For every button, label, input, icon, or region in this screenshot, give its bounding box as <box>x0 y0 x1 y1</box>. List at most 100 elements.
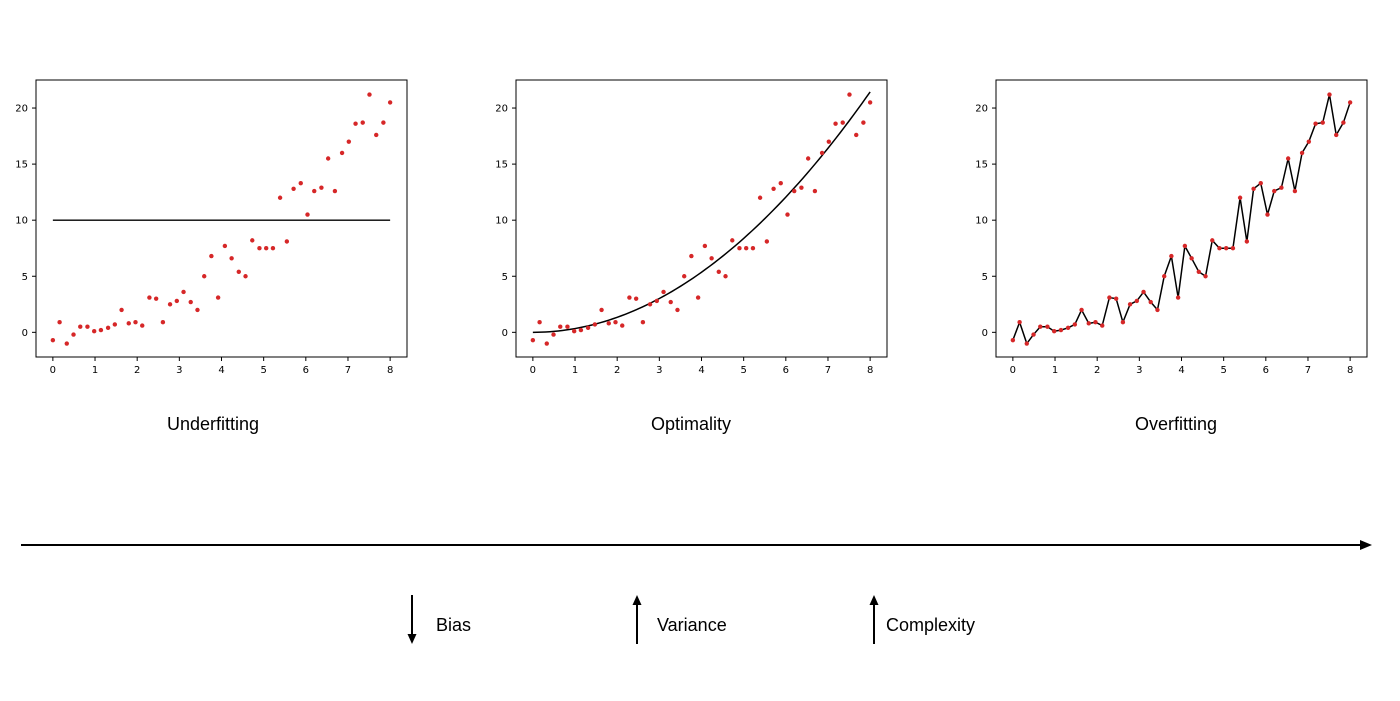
data-point <box>1169 253 1174 259</box>
data-point <box>305 212 310 217</box>
data-point <box>695 295 701 300</box>
arrow-up-icon <box>869 595 879 644</box>
data-point <box>195 307 200 313</box>
data-point <box>702 243 708 249</box>
data-point <box>854 132 859 138</box>
data-point <box>78 324 83 329</box>
y-tick-label: 10 <box>15 216 28 227</box>
data-point <box>633 296 639 301</box>
data-point <box>1223 246 1229 251</box>
data-point <box>1258 180 1263 186</box>
legend-variance-label: Variance <box>657 615 727 635</box>
data-point <box>647 302 653 307</box>
plot-frame <box>35 79 408 358</box>
data-point <box>1010 337 1016 343</box>
data-point <box>689 253 694 259</box>
data-point <box>85 324 90 329</box>
arrow-down-icon <box>407 595 417 644</box>
data-point <box>353 121 358 126</box>
data-point <box>743 246 749 251</box>
data-point <box>1182 243 1188 249</box>
y-tick-label: 10 <box>975 216 988 227</box>
chart-underfitting: 0 1 2 3 4 5 6 7 8 0 5 10 15 20 <box>0 60 420 390</box>
data-point <box>57 320 62 325</box>
x-tick-label: 6 <box>1263 365 1269 376</box>
data-point <box>1024 341 1029 346</box>
data-point <box>1210 238 1215 243</box>
data-point <box>530 337 536 343</box>
x-tick-label: 0 <box>1010 365 1016 376</box>
y-tick-label: 15 <box>15 160 28 171</box>
x-tick-label: 5 <box>1220 365 1226 376</box>
data-point <box>1299 150 1305 156</box>
caption-optimality: Optimality <box>650 414 731 434</box>
y-tick-label: 5 <box>502 272 508 283</box>
data-point <box>243 274 248 279</box>
data-point <box>1341 120 1346 125</box>
data-point <box>654 298 660 304</box>
data-point <box>64 341 69 346</box>
x-tick-label: 2 <box>1094 365 1100 376</box>
x-tick-label: 8 <box>387 365 393 376</box>
data-point <box>1189 256 1194 261</box>
data-point <box>847 92 852 97</box>
x-tick-label: 4 <box>218 365 224 376</box>
data-point <box>716 269 721 274</box>
data-point <box>346 139 352 144</box>
data-point <box>263 246 269 251</box>
data-point <box>1334 132 1339 138</box>
overfitting-plot: 0 1 2 3 4 5 6 7 8 0 5 10 15 20 <box>975 79 1368 376</box>
data-point <box>360 120 365 125</box>
x-tick-label: 0 <box>50 365 56 376</box>
data-point <box>1031 332 1036 337</box>
data-point <box>675 307 680 313</box>
data-point <box>1230 246 1236 251</box>
caption-underfitting: Underfitting <box>166 414 260 434</box>
data-point <box>606 321 611 326</box>
data-point <box>1100 323 1105 328</box>
data-point <box>1175 295 1181 300</box>
y-tick-label: 20 <box>15 104 28 115</box>
data-point <box>592 322 598 327</box>
data-point <box>381 120 386 125</box>
data-point <box>1120 320 1126 325</box>
data-point <box>730 238 735 243</box>
data-point <box>140 323 145 328</box>
data-point <box>551 332 556 337</box>
x-tick-label: 8 <box>1347 365 1353 376</box>
data-point <box>319 185 324 190</box>
x-tick-label: 5 <box>740 365 746 376</box>
data-point <box>771 186 776 191</box>
data-point <box>133 320 138 325</box>
data-point <box>1141 289 1146 295</box>
data-point <box>1113 296 1119 301</box>
data-point <box>387 100 393 105</box>
data-point <box>661 289 666 295</box>
data-point <box>585 325 591 331</box>
data-point <box>181 289 186 295</box>
data-point <box>339 150 345 156</box>
interpolating-fit-line <box>1012 94 1351 346</box>
data-point <box>737 246 742 251</box>
legend-complexity-label: Complexity <box>886 615 976 635</box>
data-point <box>1217 246 1222 251</box>
data-point <box>764 239 770 244</box>
x-tick-label: 5 <box>260 365 266 376</box>
x-tick-label: 7 <box>345 365 351 376</box>
data-point <box>785 212 790 217</box>
data-point <box>1285 156 1291 161</box>
data-point <box>840 120 845 125</box>
data-point <box>222 243 228 249</box>
data-point <box>1203 274 1208 279</box>
data-point <box>1134 298 1140 304</box>
legend-bias-label: Bias <box>436 615 472 635</box>
data-point <box>565 324 570 329</box>
data-point <box>1017 320 1022 325</box>
data-point <box>1045 324 1050 329</box>
data-point <box>1279 185 1284 190</box>
x-tick-label: 3 <box>656 365 662 376</box>
data-point <box>640 320 646 325</box>
x-tick-label: 3 <box>176 365 182 376</box>
data-point <box>1086 321 1091 326</box>
chart-optimality: 0 1 2 3 4 5 6 7 8 0 5 10 15 20 <box>480 60 900 390</box>
